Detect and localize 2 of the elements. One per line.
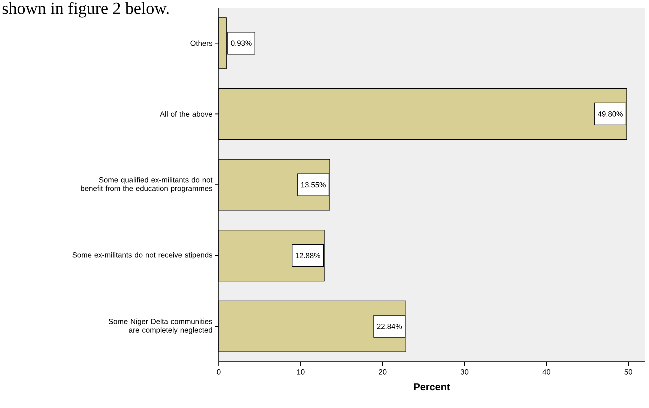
text: shown in figure 2 below. bbox=[2, 2, 169, 18]
x-axis-title: Percent bbox=[414, 384, 450, 391]
